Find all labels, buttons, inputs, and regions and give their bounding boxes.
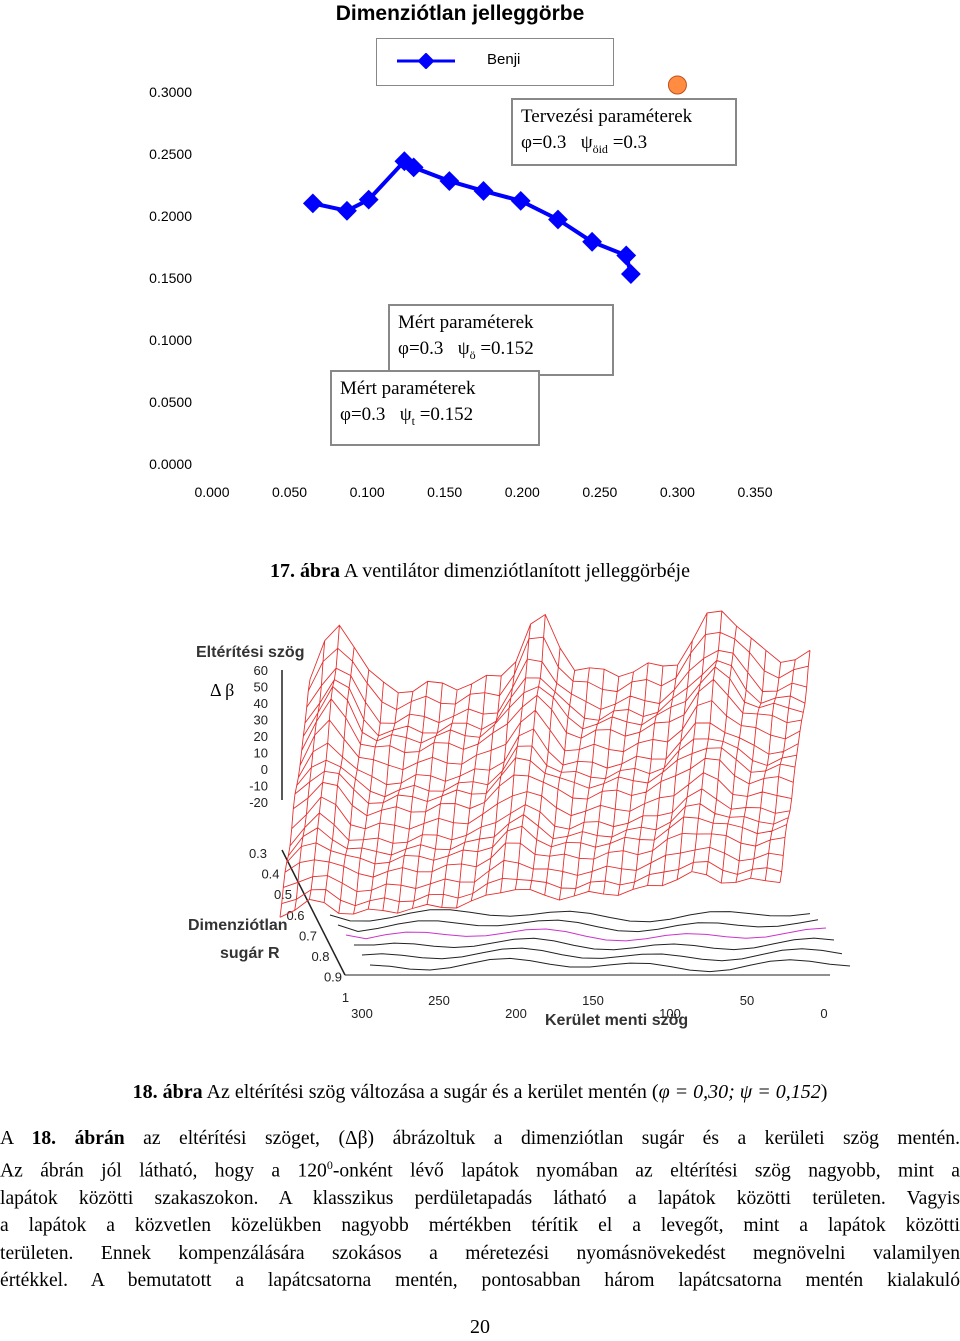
y-tick-label: 0.0000 — [149, 456, 192, 472]
z-axis-symbol: Δ β — [210, 680, 235, 700]
paragraph-line-2: Az ábrán jól látható, hogy a 1200-onként… — [0, 1158, 960, 1182]
z-axis-label: Eltérítési szög — [196, 644, 305, 661]
data-point-marker — [337, 200, 357, 221]
z-tick-label: 40 — [254, 696, 268, 711]
chart-title: Dimenziótlan jelleggörbe — [335, 2, 585, 25]
z-tick-label: 30 — [254, 713, 268, 728]
r-tick-label: 0.4 — [261, 867, 279, 882]
floor-contour-line — [345, 927, 827, 942]
surface-mesh — [279, 610, 811, 918]
paragraph-line-6: értékkel. A bemutatott a lapátcsatorna m… — [0, 1270, 960, 1292]
paragraph-line-5: területen. Ennek kompenzálására szokásos… — [0, 1242, 960, 1264]
r-tick-label: 0.8 — [311, 949, 329, 964]
floor-contour-line — [337, 919, 819, 933]
data-point-marker — [473, 181, 494, 201]
data-point-marker — [439, 171, 460, 191]
y-tick-label: 0.0500 — [149, 394, 192, 410]
theta-tick-label: 50 — [740, 993, 754, 1008]
chart-plot-area — [302, 75, 687, 284]
z-tick-label: -10 — [249, 779, 268, 794]
x-tick-label: 0.000 — [194, 484, 230, 500]
paragraph-line-1: A 18. ábrán az eltérítési szöget, (Δβ) á… — [0, 1128, 960, 1149]
z-tick-label: 0 — [261, 762, 268, 777]
x-tick-label: 0.050 — [272, 484, 308, 500]
body-paragraph: A 18. ábrán az eltérítési szöget, (Δβ) á… — [0, 1125, 960, 1294]
x-tick-label: 0.250 — [582, 484, 618, 500]
floor-contour-line — [361, 947, 843, 962]
x-tick-label: 0.150 — [427, 484, 463, 500]
series-line-benji — [312, 158, 633, 275]
r-tick-label: 0.3 — [249, 846, 267, 861]
r-axis-label-line2: sugár R — [220, 945, 280, 962]
theta-tick-label: 250 — [428, 993, 450, 1008]
figure-18-caption: 18. ábra Az eltérítési szög változása a … — [132, 1081, 828, 1103]
z-tick-label: 20 — [254, 729, 268, 744]
data-point-marker — [620, 264, 641, 284]
r-axis-line — [281, 849, 346, 976]
annotation-design-values: φ=0.3 ψöid =0.3 — [521, 132, 648, 156]
y-tick-label: 0.2500 — [149, 146, 192, 162]
floor-contour-line — [369, 957, 851, 973]
annotation-measured-t-values: φ=0.3 ψt =0.152 — [340, 404, 474, 428]
annotation-measured-t: Mért paraméterek φ=0.3 ψt =0.152 — [330, 370, 540, 446]
theta-tick-label: 100 — [659, 1006, 681, 1021]
r-axis-label-line1: Dimenziótlan — [188, 917, 288, 934]
x-tick-label: 0.200 — [504, 484, 540, 500]
floor-contour-line — [354, 937, 835, 951]
annotation-measured-o-values: φ=0.3 ψö =0.152 — [398, 338, 534, 362]
data-point-marker — [548, 209, 568, 230]
y-tick-label: 0.1500 — [149, 270, 192, 286]
annotation-measured-o-title: Mért paraméterek — [398, 312, 534, 333]
data-point-marker — [403, 157, 424, 178]
r-tick-label: 0.6 — [286, 908, 304, 923]
figure-17-caption: 17. ábra A ventilátor dimenziótlanított … — [270, 560, 690, 582]
r-tick-label: 0.7 — [299, 928, 317, 943]
y-tick-label: 0.3000 — [149, 84, 192, 100]
data-point-marker — [616, 245, 637, 266]
data-point-marker — [302, 193, 323, 214]
z-tick-label: 10 — [254, 746, 268, 761]
y-tick-label: 0.1000 — [149, 332, 192, 348]
surface-plot: 6050403020100-10-200.30.40.50.60.70.80.9… — [249, 610, 851, 1021]
theta-tick-label: 0 — [820, 1006, 827, 1021]
legend-label: Benji — [487, 51, 521, 68]
design-point-marker — [667, 75, 687, 95]
annotation-measured-t-title: Mért paraméterek — [340, 378, 476, 399]
x-tick-label: 0.100 — [349, 484, 385, 500]
theta-axis-label: Kerület menti szög — [545, 1012, 689, 1029]
paragraph-line-3: lapátok közötti szakaszokon. A klassziku… — [0, 1188, 960, 1210]
x-tick-label: 0.300 — [659, 484, 695, 500]
annotation-design-title: Tervezési paraméterek — [521, 106, 693, 127]
x-tick-label: 0.350 — [737, 484, 773, 500]
r-tick-label: 0.9 — [324, 970, 342, 985]
theta-tick-label: 200 — [505, 1006, 527, 1021]
floor-contour-line — [329, 909, 811, 923]
data-point-marker — [582, 231, 602, 252]
paragraph-line-4: a lapátok a közvetlen közelükben nagyobb… — [0, 1215, 960, 1237]
z-tick-label: -20 — [249, 795, 268, 810]
y-tick-label: 0.2000 — [149, 208, 192, 224]
data-point-marker — [510, 190, 531, 211]
annotation-design-params: Tervezési paraméterek φ=0.3 ψöid =0.3 — [511, 98, 737, 166]
legend-marker-icon — [397, 53, 455, 69]
data-point-marker — [358, 189, 379, 210]
theta-tick-label: 300 — [351, 1006, 373, 1021]
theta-tick-label: 150 — [582, 993, 604, 1008]
z-tick-label: 50 — [254, 680, 268, 695]
r-tick-label: 1 — [342, 990, 349, 1005]
page-number: 20 — [470, 1316, 490, 1338]
z-tick-label: 60 — [254, 663, 268, 678]
chart-legend: Benji — [376, 38, 614, 86]
